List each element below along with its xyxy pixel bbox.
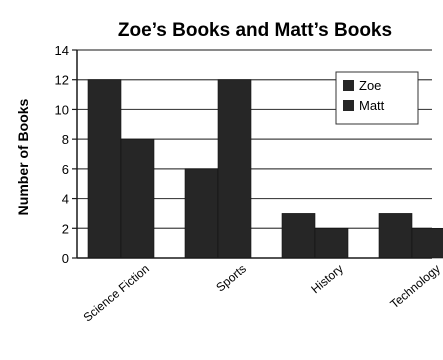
chart-title: Zoe’s Books and Matt’s Books (118, 20, 392, 41)
bars (87, 79, 443, 259)
legend-swatch (343, 100, 354, 111)
bar-matt-history (314, 227, 349, 259)
y-axis-ticks: 0 2 4 6 8 10 12 14 (55, 43, 77, 266)
y-tick-label: 2 (62, 221, 69, 236)
bar-zoe-history (281, 213, 316, 259)
x-tick-label: History (308, 262, 346, 297)
legend-label: Matt (359, 98, 385, 113)
bar-zoe-sports (184, 168, 219, 259)
y-tick-label: 10 (55, 102, 69, 117)
y-tick-label: 0 (62, 251, 69, 266)
y-tick-label: 12 (55, 73, 69, 88)
y-axis-label: Number of Books (15, 98, 31, 215)
legend-label: Zoe (359, 78, 381, 93)
legend-swatch (343, 80, 354, 91)
x-tick-label: Technology (387, 262, 443, 312)
y-tick-label: 8 (62, 132, 69, 147)
bar-matt-sports (217, 79, 252, 259)
bar-zoe-technology (378, 213, 413, 259)
category-labels: Science Fiction Sports History Technology (81, 262, 443, 325)
bar-matt-technology (411, 227, 443, 259)
y-tick-label: 4 (62, 192, 69, 207)
bar-matt-science-fiction (120, 138, 155, 259)
bar-zoe-science-fiction (87, 79, 122, 259)
x-tick-label: Sports (213, 262, 249, 295)
legend: Zoe Matt (335, 71, 419, 125)
y-tick-label: 6 (62, 162, 69, 177)
x-tick-label: Science Fiction (81, 262, 152, 325)
y-tick-label: 14 (55, 43, 69, 58)
